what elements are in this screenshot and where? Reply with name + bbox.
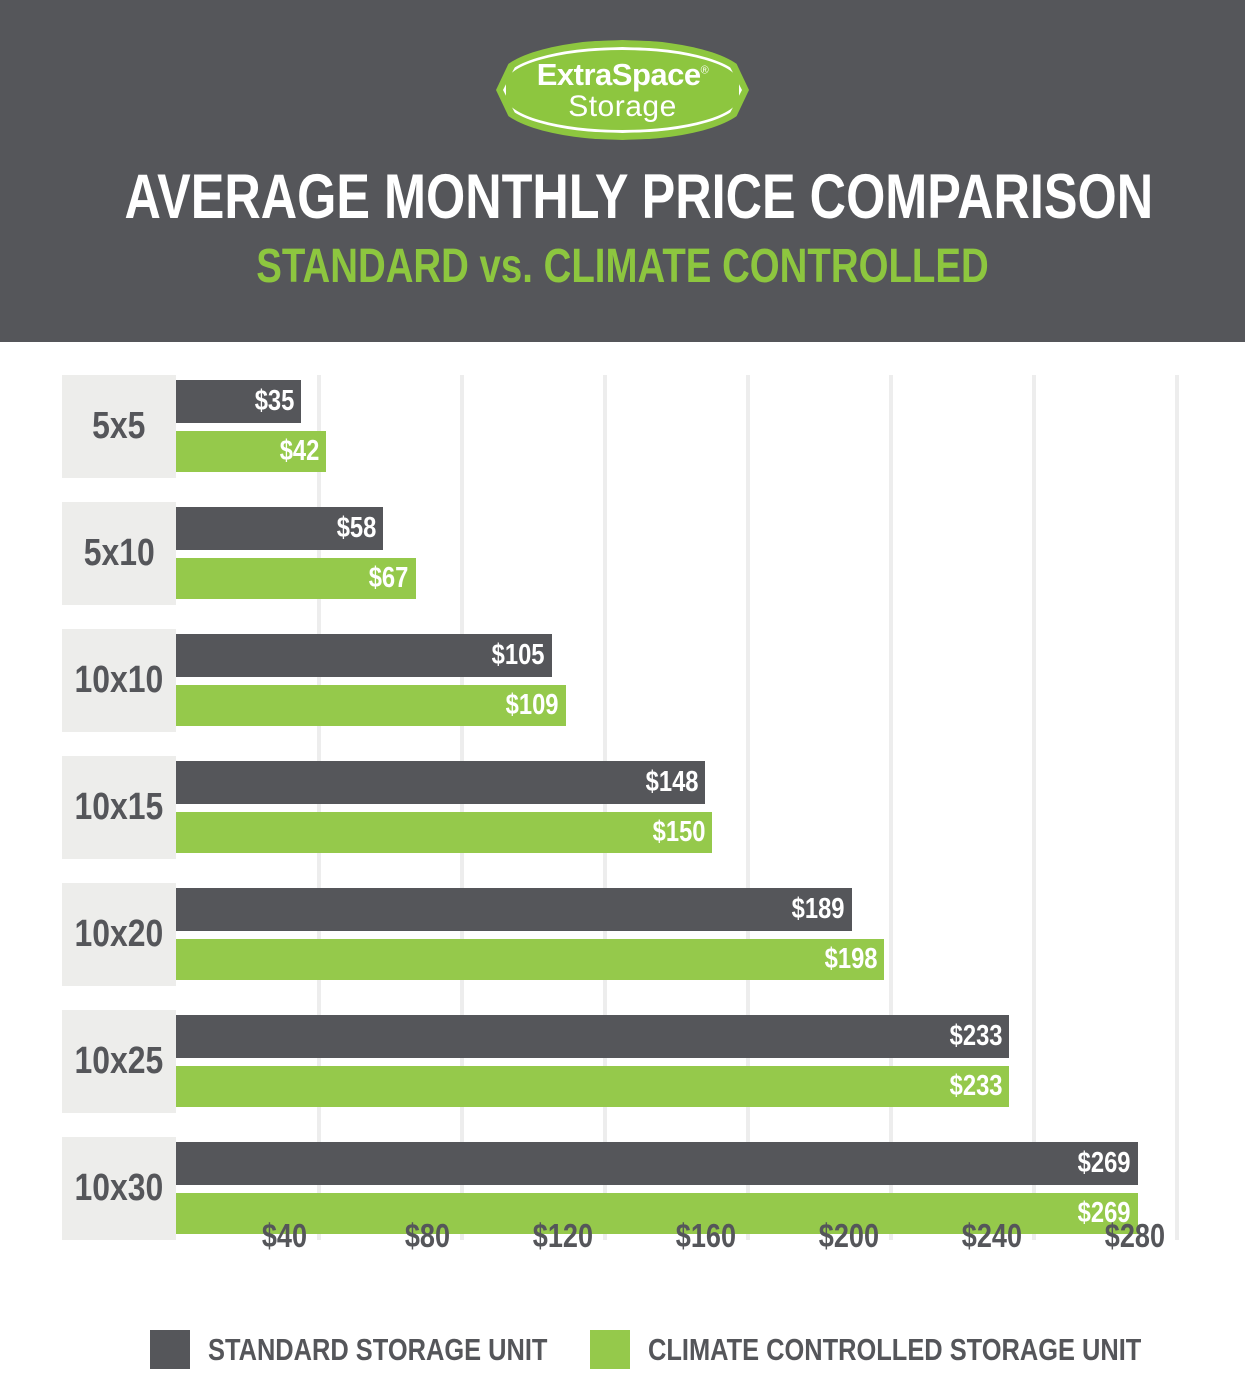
x-axis: $40 $80 $120 $160 $200 $240 $280 [0,1217,1245,1263]
logo-text: ExtraSpace® Storage [496,40,749,140]
category-label-box: 5x10 [62,502,176,605]
bar-value-label: $67 [368,562,409,594]
bar-climate: $150 [176,812,713,853]
chart-row: 10x20 $189 $198 [0,883,1245,986]
x-axis-tick-label: $200 [819,1217,880,1254]
x-axis-tick-label: $240 [962,1217,1023,1254]
category-label: 10x20 [74,913,164,955]
legend-swatch-climate [590,1330,630,1369]
legend-swatch-standard [150,1330,190,1369]
x-axis-tick-label: $40 [261,1217,308,1254]
bar-standard: $35 [176,380,302,423]
bar-value-label: $105 [491,639,545,671]
bar-standard: $189 [176,888,852,931]
bar-value-label: $109 [505,689,559,721]
bar-standard: $233 [176,1015,1010,1058]
category-label: 10x25 [74,1040,164,1082]
bar-value-label: $269 [1078,1147,1131,1179]
page-subtitle: STANDARD vs. CLIMATE CONTROLLED [256,240,989,293]
legend-item[interactable]: STANDARD STORAGE UNIT [150,1330,622,1369]
chart-row: 10x30 $269 $269 [0,1137,1245,1240]
registered-trademark-icon: ® [700,64,709,77]
category-label-box: 10x25 [62,1010,176,1113]
x-axis-tick-label: $120 [532,1217,594,1254]
category-label: 5x5 [92,405,146,447]
x-axis-tick-label: $80 [404,1217,451,1254]
legend-label: STANDARD STORAGE UNIT [208,1332,548,1367]
bar-standard: $148 [176,761,706,804]
bar-value-label: $42 [279,435,320,467]
legend-label: CLIMATE CONTROLLED STORAGE UNIT [648,1332,1142,1367]
category-label-box: 5x5 [62,375,176,478]
category-label-box: 10x20 [62,883,176,986]
chart-row: 10x10 $105 $109 [0,629,1245,732]
bar-value-label: $198 [824,943,878,975]
bar-standard: $105 [176,634,552,677]
category-label: 5x10 [83,532,155,574]
bar-value-label: $150 [652,816,706,848]
header-banner: ExtraSpace® Storage AVERAGE MONTHLY PRIC… [0,0,1245,342]
bar-climate: $233 [176,1066,1010,1107]
logo-brand-name: ExtraSpace [536,56,701,92]
extraspace-storage-logo: ExtraSpace® Storage [496,40,749,140]
bar-value-label: $269 [1078,1197,1131,1229]
bar-chart: 5x5 $35 $42 5x10 $58 $67 10x10 $105 $109 10x15 $14… [0,342,1245,1254]
logo-brand-line: ExtraSpace® [537,59,709,90]
category-label-box: 10x15 [62,756,176,859]
category-label: 10x30 [74,1167,164,1209]
chart-row: 5x10 $58 $67 [0,502,1245,605]
bar-climate: $198 [176,939,885,980]
bar-value-label: $35 [254,385,295,417]
logo-product-line: Storage [568,89,677,123]
category-label: 10x15 [74,786,164,828]
chart-row: 10x25 $233 $233 [0,1010,1245,1113]
bar-value-label: $148 [645,766,699,798]
bar-standard: $58 [176,507,384,550]
category-label-box: 10x30 [62,1137,176,1240]
bar-climate: $109 [176,685,566,726]
logo-badge-border [503,47,742,133]
category-label-box: 10x10 [62,629,176,732]
bar-value-label: $233 [949,1020,1003,1052]
bar-value-label: $58 [336,512,377,544]
logo-container: ExtraSpace® Storage [0,0,1245,140]
chart-row: 10x15 $148 $150 [0,756,1245,859]
chart-row: 5x5 $35 $42 [0,375,1245,478]
bar-standard: $269 [176,1142,1138,1185]
bar-climate: $42 [176,431,327,472]
chart-legend: STANDARD STORAGE UNIT CLIMATE CONTROLLED … [0,1330,1245,1380]
bar-climate: $269 [176,1193,1138,1234]
page-title: AVERAGE MONTHLY PRICE COMPARISON [124,162,1154,232]
x-axis-tick-label: $160 [675,1217,737,1254]
x-axis-tick-label: $280 [1105,1217,1166,1254]
bar-value-label: $189 [791,893,845,925]
legend-item[interactable]: CLIMATE CONTROLLED STORAGE UNIT [590,1330,1245,1369]
bar-value-label: $233 [949,1070,1003,1102]
bar-climate: $67 [176,558,416,599]
category-label: 10x10 [74,659,164,701]
